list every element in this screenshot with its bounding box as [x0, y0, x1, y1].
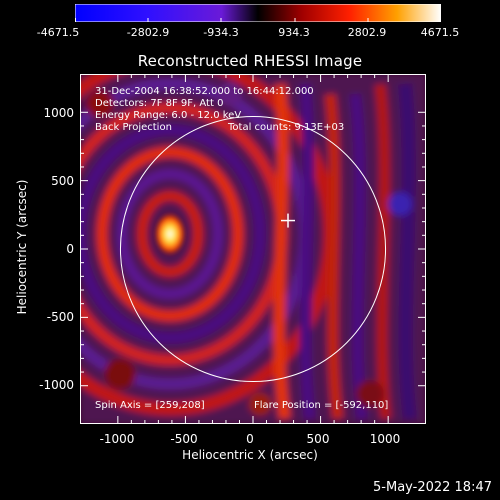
- colorbar-tick-label: -2802.9: [126, 26, 170, 39]
- footer-date: 5-May-2022 18:47: [373, 480, 492, 495]
- x-tick-label: -1000: [99, 432, 135, 446]
- spin-axis-marker: [281, 213, 296, 228]
- detectors-info: Detectors: 7F 8F 9F, Att 0: [95, 98, 224, 109]
- y-tick-label: -1000: [39, 378, 74, 392]
- x-tick-label: -500: [170, 432, 198, 446]
- y-tick-label: 0: [66, 242, 74, 256]
- colorbar-tick-label: -4671.5: [36, 26, 80, 39]
- spin-axis-info: Spin Axis = [259,208]: [95, 400, 205, 411]
- y-axis-label: Heliocentric Y (arcsec): [15, 179, 29, 315]
- colorbar-tick-label: 934.3: [278, 26, 310, 39]
- colorbar-tick-label: 2802.9: [347, 26, 387, 39]
- image-title: Reconstructed RHESSI Image: [137, 52, 363, 70]
- flare-position-info: Flare Position = [-592,110]: [254, 400, 389, 411]
- x-tick-label: 1000: [369, 432, 401, 446]
- x-tick-label: 0: [246, 432, 254, 446]
- method-info: Back Projection: [95, 122, 172, 133]
- y-tick-label: -500: [46, 310, 74, 324]
- rhessi-image: [80, 74, 426, 424]
- total-counts-info: Total counts: 9.13E+03: [228, 122, 345, 133]
- observation-time: 31-Dec-2004 16:38:52.000 to 16:44:12.000: [95, 86, 314, 97]
- y-tick-label: 1000: [43, 106, 74, 120]
- colorbar-tick-label: 4671.5: [420, 26, 460, 39]
- x-axis-label: Heliocentric X (arcsec): [182, 448, 318, 462]
- colorbar: [75, 4, 441, 22]
- y-tick-label: 500: [51, 174, 74, 188]
- x-tick-label: 500: [306, 432, 330, 446]
- solar-limb-circle: [119, 115, 387, 383]
- colorbar-tick-label: -934.3: [203, 26, 239, 39]
- energy-range-info: Energy Range: 6.0 - 12.0 keV: [95, 110, 242, 121]
